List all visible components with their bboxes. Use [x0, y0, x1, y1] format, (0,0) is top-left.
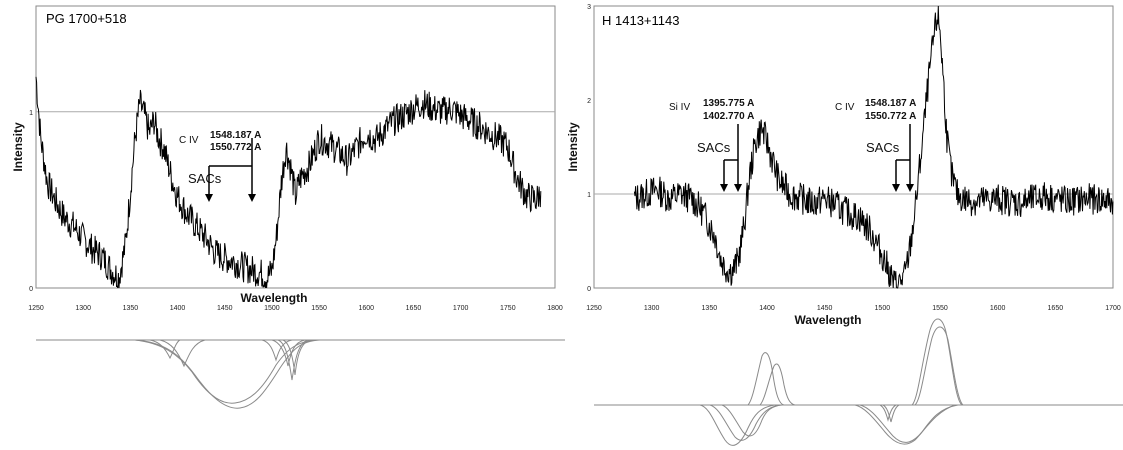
right-civ-sacs-arrow-1	[892, 184, 900, 192]
x-tick-label: 1500	[264, 305, 280, 312]
right-civ-wavelength-2: 1550.772 A	[865, 111, 916, 122]
left-sacs-bracket	[208, 138, 253, 197]
right-component-profile	[859, 404, 959, 443]
right-component-profile	[721, 404, 783, 437]
x-tick-label: 1550	[932, 305, 948, 312]
right-siiv-sacs-bracket	[723, 124, 739, 186]
left-sacs-arrow-2	[248, 194, 256, 202]
left-sacs-arrow-1	[205, 194, 213, 202]
y-tick-label: 1	[29, 110, 33, 117]
left-civ-ion-label: C IV	[179, 135, 199, 146]
left-y-axis-label: Intensity	[11, 122, 25, 172]
right-component-profile	[911, 318, 963, 406]
right-siiv-sacs-label: SACs	[697, 140, 731, 155]
right-spectrum-line	[633, 5, 1114, 289]
x-tick-label: 1350	[123, 305, 139, 312]
right-panel: H 1413+1143 Intensity Wavelength 1250 130…	[566, 4, 1123, 446]
y-tick-label: 2	[587, 98, 591, 105]
x-tick-label: 1450	[217, 305, 233, 312]
y-tick-label: 3	[587, 4, 591, 11]
left-component-profile	[149, 339, 181, 360]
x-tick-label: 1750	[500, 305, 516, 312]
left-x-tick-labels: 1250 1300 1350 1400 1450 1500 1550 1600 1650 1700…	[28, 305, 563, 312]
x-tick-label: 1250	[28, 305, 44, 312]
right-panel-title: H 1413+1143	[602, 13, 679, 28]
left-sacs-label: SACs	[188, 171, 222, 186]
right-component-profile	[747, 352, 785, 406]
x-tick-label: 1800	[547, 305, 563, 312]
y-tick-label: 1	[587, 192, 591, 199]
right-component-profile	[759, 363, 796, 406]
left-component-profile	[282, 339, 311, 376]
left-component-profile	[261, 339, 293, 362]
right-plot-frame	[593, 5, 1114, 289]
x-tick-label: 1300	[644, 305, 660, 312]
right-civ-sacs-label: SACs	[866, 140, 900, 155]
right-component-profile	[882, 404, 900, 423]
left-panel-title: PG 1700+518	[46, 11, 127, 26]
right-siiv-sacs-arrow-1	[720, 184, 728, 192]
right-component-profile	[854, 404, 956, 445]
left-plot-frame	[35, 5, 556, 289]
left-component-profile	[159, 339, 206, 368]
left-spectrum-line	[35, 76, 542, 289]
right-civ-ion-label: C IV	[835, 102, 855, 113]
x-tick-label: 1400	[170, 305, 186, 312]
x-tick-label: 1350	[702, 305, 718, 312]
right-siiv-sacs-arrow-2	[734, 184, 742, 192]
right-civ-sacs-bracket	[895, 124, 911, 186]
left-component-profile	[134, 339, 319, 404]
y-tick-label: 0	[587, 286, 591, 293]
left-component-profile	[277, 339, 309, 381]
x-tick-label: 1600	[358, 305, 374, 312]
x-tick-label: 1450	[817, 305, 833, 312]
right-civ-sacs-arrow-2	[906, 184, 914, 192]
left-x-axis-label: Wavelength	[241, 291, 308, 305]
right-component-profile	[709, 404, 781, 441]
left-y-tick-labels: 01	[29, 110, 33, 293]
right-civ-wavelength-1: 1548.187 A	[865, 98, 916, 109]
right-siiv-wavelength-2: 1402.770 A	[703, 111, 754, 122]
left-civ-wavelength-1: 1548.187 A	[210, 130, 261, 141]
left-component-diagram	[36, 339, 565, 409]
right-y-axis-label: Intensity	[566, 122, 580, 172]
right-component-profile	[699, 404, 776, 446]
right-component-profile	[879, 404, 897, 422]
right-siiv-ion-label: Si IV	[669, 102, 690, 113]
x-tick-label: 1500	[875, 305, 891, 312]
right-y-tick-labels: 0 1 2 3	[587, 4, 591, 293]
x-tick-label: 1250	[586, 305, 602, 312]
x-tick-label: 1650	[406, 305, 422, 312]
left-component-profile	[271, 339, 306, 367]
x-tick-label: 1700	[1105, 305, 1121, 312]
y-tick-label: 0	[29, 286, 33, 293]
left-civ-wavelength-2: 1550.772 A	[210, 142, 261, 153]
x-tick-label: 1700	[453, 305, 469, 312]
left-panel: PG 1700+518 Intensity Wavelength 1250 130…	[11, 5, 565, 409]
x-tick-label: 1600	[990, 305, 1006, 312]
left-component-profile	[134, 339, 321, 409]
right-component-diagram	[594, 318, 1123, 446]
x-tick-label: 1300	[75, 305, 91, 312]
right-x-axis-label: Wavelength	[795, 313, 862, 327]
right-siiv-wavelength-1: 1395.775 A	[703, 98, 754, 109]
x-tick-label: 1650	[1048, 305, 1064, 312]
x-tick-label: 1550	[311, 305, 327, 312]
right-component-profile	[914, 326, 964, 406]
right-x-tick-labels: 1250 1300 1350 1400 1450 1500 1550 1600 1650 1700	[586, 305, 1121, 312]
x-tick-label: 1400	[759, 305, 775, 312]
